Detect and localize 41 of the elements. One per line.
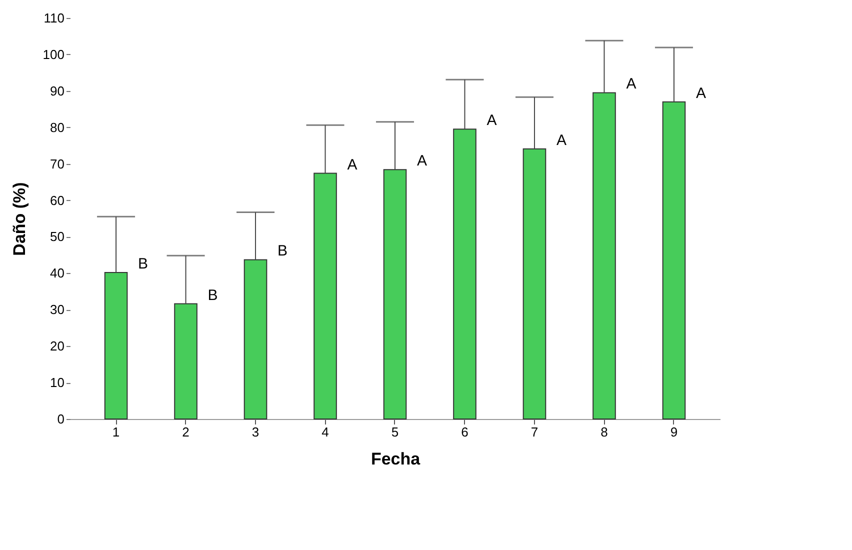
y-tick-label: 50	[50, 229, 64, 244]
annotation: B	[208, 286, 218, 304]
y-tick-label: 80	[50, 120, 64, 135]
x-tick-label: 7	[530, 424, 538, 440]
x-tick-label: 4	[322, 424, 329, 440]
x-tick-label: 9	[670, 424, 678, 440]
y-tick-label: 0	[57, 412, 64, 426]
bar	[314, 172, 337, 420]
y-tick-label: 70	[50, 156, 64, 172]
y-tick-label: 40	[50, 266, 64, 281]
annotation: A	[626, 76, 636, 93]
bar	[104, 272, 128, 420]
x-tick-label: 6	[461, 424, 468, 440]
x-tick-label: 2	[182, 424, 190, 440]
bar	[174, 303, 198, 420]
bar	[453, 128, 476, 420]
y-tick-label: 90	[50, 83, 64, 98]
bar	[383, 169, 407, 420]
y-tick-label: 30	[50, 302, 64, 318]
y-tick-label: 10	[50, 375, 64, 390]
annotation: A	[347, 156, 358, 174]
annotation: A	[486, 112, 497, 130]
x-tick-label: 5	[391, 424, 399, 440]
x-tick-label: 8	[600, 424, 608, 440]
y-tick-label: 110	[44, 10, 64, 26]
bar	[662, 101, 686, 420]
y-axis-title: Daño (%)	[10, 182, 29, 256]
bar	[592, 92, 616, 420]
x-tick-label: 3	[252, 424, 260, 440]
annotation: A	[417, 152, 428, 170]
annotation: B	[278, 242, 288, 260]
bar	[244, 259, 268, 420]
annotation: A	[696, 84, 706, 102]
bar	[522, 148, 546, 420]
x-tick-label: 1	[112, 424, 120, 440]
y-tick-label: 20	[50, 338, 64, 354]
y-tick-label: 100	[42, 46, 64, 62]
y-tick-label: 60	[50, 192, 64, 208]
annotation: B	[138, 255, 148, 272]
x-axis-title: Fecha	[370, 450, 421, 468]
annotation: A	[556, 132, 566, 149]
